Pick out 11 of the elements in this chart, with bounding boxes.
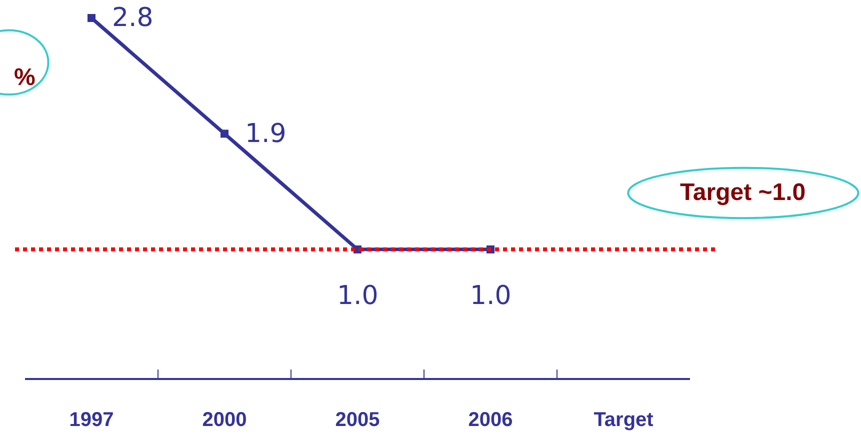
- x-tick-label: 2006: [468, 408, 513, 431]
- x-tick-label: Target: [594, 408, 654, 431]
- x-tick-label: 2005: [335, 408, 380, 431]
- x-tick-label: 2000: [202, 408, 247, 431]
- data-label: 2.8: [112, 3, 154, 33]
- data-label: 1.9: [245, 119, 286, 149]
- ref-line-label: Target ~1.0: [680, 179, 806, 206]
- data-label: 1.0: [337, 281, 378, 311]
- annotation: %: [14, 64, 36, 91]
- x-tick-label: 1997: [69, 408, 114, 431]
- data-label: 1.0: [470, 281, 512, 311]
